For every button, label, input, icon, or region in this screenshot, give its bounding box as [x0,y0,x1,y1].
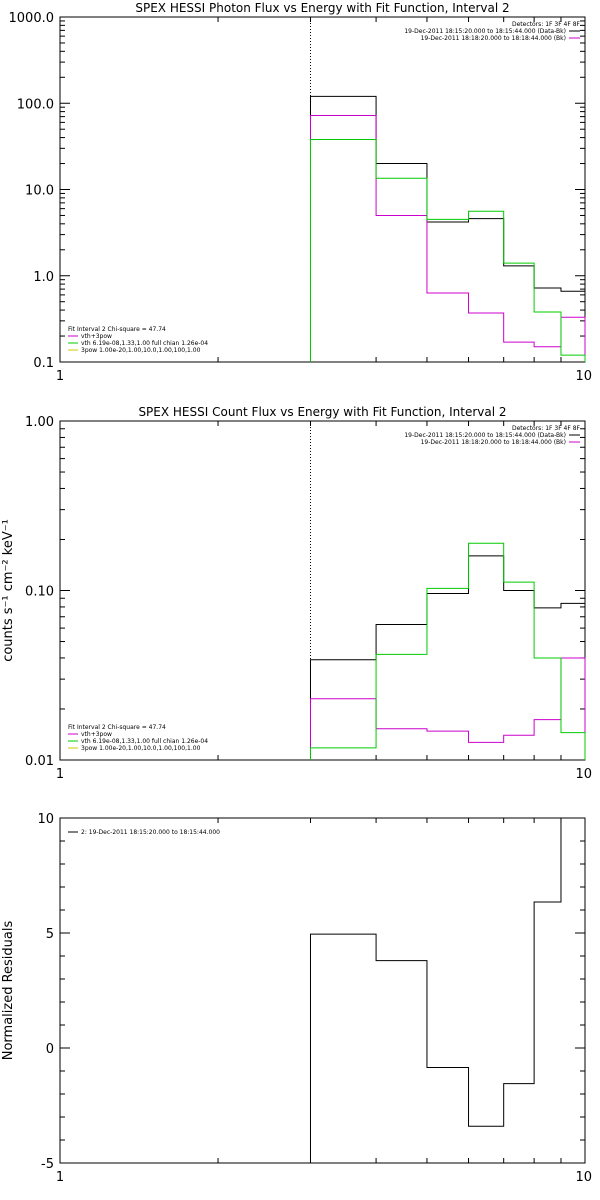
photon-legend-top-entry: 19-Dec-2011 18:18:20.000 to 18:18:44.000… [421,35,566,42]
resid-y-tick-label: 0 [46,1042,54,1057]
count-y-tick-label: 0.01 [25,754,54,769]
photon-series-0-step [309,95,586,362]
photon-y-tick-label: 0.1 [33,356,54,371]
count-legend-top-entry: 19-Dec-2011 18:15:20.000 to 18:15:44.000… [404,432,566,439]
resid-plot-frame [59,817,586,1164]
photon-y-tick-label: 1.0 [33,270,54,285]
photon-x-tick-label: 10 [575,369,592,384]
photon-x-tick-label: 1 [56,369,64,384]
resid-x-tick-label: 10 [575,1170,592,1185]
photon-legend-bottom-entry: vth+3pow [81,333,112,340]
photon-series-1-step [309,115,586,362]
resid-y-tick-label: 10 [37,812,54,827]
count-legend-bottom-entry: vth+3pow [81,731,112,738]
count-title: SPEX HESSI Count Flux vs Energy with Fit… [138,405,506,419]
photon-legend-bottom-header: Fit Interval 2 Chi-square = 47.74 [68,326,166,333]
count-y-tick-label: 1.00 [25,415,54,430]
count-legend-top-entry: 19-Dec-2011 18:18:20.000 to 18:18:44.000… [421,439,566,446]
photon-y-tick-label: 1000.0 [9,11,55,26]
count-legend-top-header: Detectors: 1F 3F 4F 8F [512,425,581,432]
count-y-tick-label: 0.10 [25,585,54,600]
count-ylabel: counts s⁻¹ cm⁻² keV⁻¹ [1,519,16,662]
resid-ylabel: Normalized Residuals [1,921,16,1061]
resid-series-0-step [309,817,586,1163]
count-series-0-step [309,555,586,760]
count-legend-bottom-entry: vth 6.19e-08,1.33,1.00 full chian 1.26e-… [81,738,208,745]
count-x-tick-label: 10 [575,767,592,782]
photon-legend-top-header: Detectors: 1F 3F 4F 8F [512,21,581,28]
photon-y-tick-label: 10.0 [25,184,54,199]
photon-legend-bottom-entry: 3pow 1.00e-20,1.00,10.0,1.00,100,1.00 [81,347,201,354]
photon-legend-bottom-entry: vth 6.19e-08,1.33,1.00 full chian 1.26e-… [81,340,208,347]
count-series-2-step [309,542,586,760]
photon-legend-top-entry: 19-Dec-2011 18:15:20.000 to 18:15:44.000… [404,28,566,35]
count-x-tick-label: 1 [56,767,64,782]
photon-series-2-step [309,138,586,362]
resid-y-tick-label: 5 [46,927,54,942]
photon-plot-frame [59,16,586,363]
resid-x-tick-label: 1 [56,1170,64,1185]
resid-legend-top-entry: 2: 19-Dec-2011 18:15:20.000 to 18:15:44.… [81,829,220,836]
photon-title: SPEX HESSI Photon Flux vs Energy with Fi… [135,1,509,15]
photon-y-tick-label: 100.0 [17,97,54,112]
resid-y-tick-label: -5 [41,1157,54,1172]
count-legend-bottom-header: Fit Interval 2 Chi-square = 47.74 [68,724,166,731]
count-series-1-step [309,657,586,760]
count-legend-bottom-entry: 3pow 1.00e-20,1.00,10.0,1.00,100,1.00 [81,745,201,752]
